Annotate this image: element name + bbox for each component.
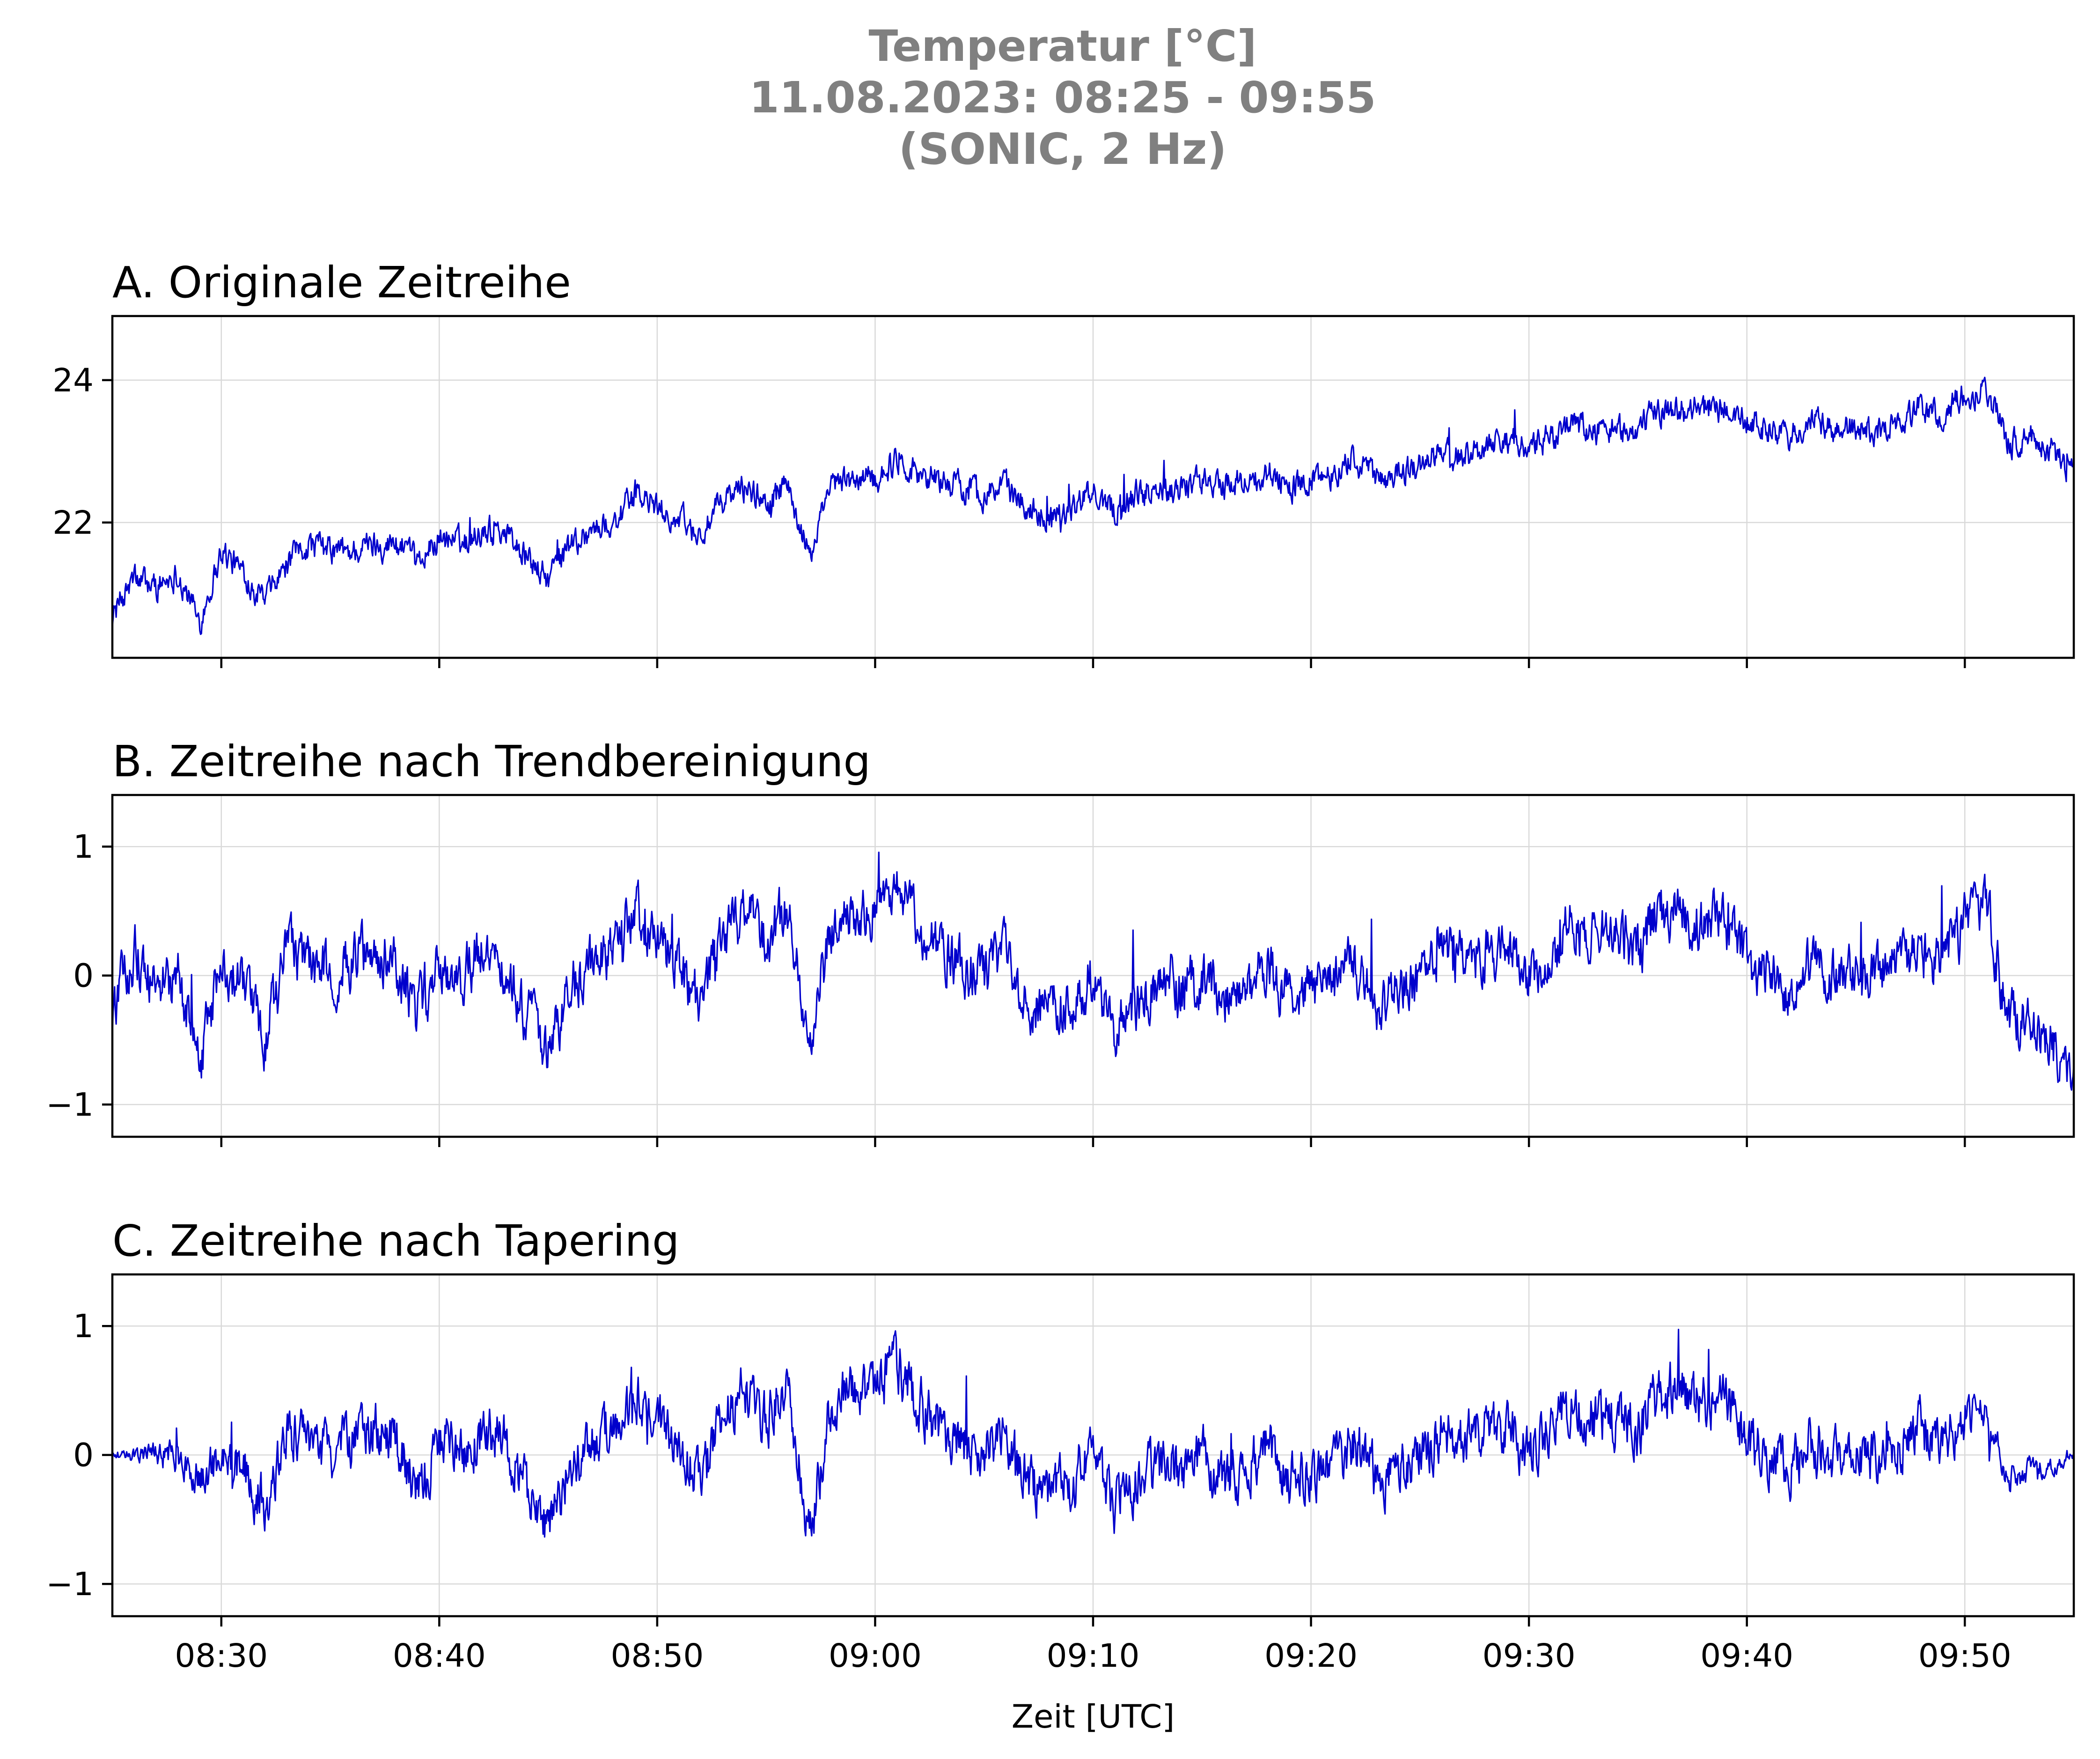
figure-title-line-1: Temperatur [°C] (869, 21, 1257, 71)
y-tick-label: 24 (52, 362, 94, 399)
y-tick-label: 1 (73, 1308, 94, 1345)
x-tick-label: 09:40 (1700, 1637, 1793, 1675)
temperature-series-line (111, 851, 2075, 1091)
panel-b: B. Zeitreihe nach Trendbereinigung −1 0 1 (46, 736, 2075, 1147)
temperature-series-line (111, 376, 2075, 635)
x-axis-label: Zeit [UTC] (1012, 1698, 1175, 1736)
x-tick-label: 08:30 (175, 1637, 268, 1675)
grid (112, 316, 2074, 658)
temperature-series-line (111, 1329, 2075, 1538)
panel-title: B. Zeitreihe nach Trendbereinigung (112, 736, 871, 787)
y-tick-label: −1 (46, 1566, 94, 1603)
y-tick-label: 22 (52, 504, 94, 542)
panel-title: A. Originale Zeitreihe (112, 258, 571, 308)
x-tick-label: 09:00 (829, 1637, 922, 1675)
x-tick-label: 09:30 (1483, 1637, 1576, 1675)
panel-c: C. Zeitreihe nach Tapering −1 0 1 08:30 08:40… (46, 1216, 2075, 1675)
panels: A. Originale Zeitreihe 22 24 B. Zeitreihe n… (46, 258, 2075, 1675)
x-tick-label: 09:50 (1918, 1637, 2012, 1675)
figure-title: Temperatur [°C] 11.08.2023: 08:25 - 09:5… (749, 21, 1376, 174)
grid (112, 795, 2074, 1137)
panel-a: A. Originale Zeitreihe 22 24 (52, 258, 2075, 668)
y-tick-label: 0 (73, 1437, 94, 1474)
x-tick-label: 09:20 (1264, 1637, 1358, 1675)
x-tick-label: 08:40 (393, 1637, 486, 1675)
y-tick-label: 0 (73, 957, 94, 995)
panel-title: C. Zeitreihe nach Tapering (112, 1216, 679, 1266)
x-tick-label: 08:50 (610, 1637, 704, 1675)
y-tick-label: −1 (46, 1086, 94, 1124)
y-tick-label: 1 (73, 828, 94, 866)
figure-title-line-3: (SONIC, 2 Hz) (899, 124, 1227, 174)
x-tick-label: 09:10 (1047, 1637, 1140, 1675)
figure-title-line-2: 11.08.2023: 08:25 - 09:55 (749, 73, 1376, 123)
